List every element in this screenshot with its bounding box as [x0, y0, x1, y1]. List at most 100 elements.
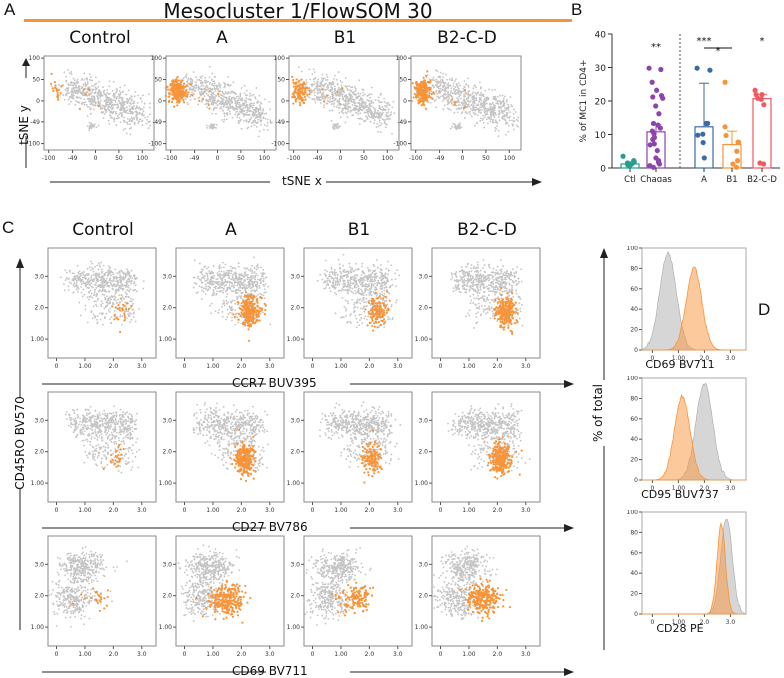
cell-point: [254, 278, 256, 280]
cell-point: [131, 277, 133, 279]
mc1-point: [425, 95, 427, 97]
cell-point: [131, 319, 133, 321]
cell-point: [98, 269, 100, 271]
mc1-point: [172, 90, 174, 92]
cell-point: [103, 294, 105, 296]
cell-point: [490, 116, 492, 118]
cell-point: [216, 290, 218, 292]
cell-point: [206, 84, 208, 86]
cell-point: [478, 111, 480, 113]
cell-point: [114, 310, 116, 312]
cell-point: [378, 96, 380, 98]
cell-point: [112, 303, 114, 305]
cell-point: [227, 313, 229, 315]
cell-point: [327, 87, 329, 89]
mc1-point: [293, 83, 295, 85]
cell-point: [345, 106, 347, 108]
mc1-point: [259, 307, 261, 309]
mc1-point: [417, 96, 419, 98]
cell-point: [205, 284, 207, 286]
cell-point: [76, 96, 78, 98]
data-point: [650, 94, 655, 99]
cell-point: [64, 99, 66, 101]
cell-point: [205, 286, 207, 288]
cell-point: [210, 124, 212, 126]
cell-point: [202, 274, 204, 276]
cell-point: [89, 126, 91, 128]
cell-point: [131, 119, 133, 121]
cell-point: [331, 83, 333, 85]
mc1-point: [454, 101, 456, 103]
cell-point: [310, 84, 312, 86]
cell-point: [98, 89, 100, 91]
cell-point: [83, 294, 85, 296]
cell-point: [92, 271, 94, 273]
cell-point: [129, 102, 131, 104]
cell-point: [197, 104, 199, 106]
cell-point: [221, 100, 223, 102]
cell-point: [225, 264, 227, 266]
cell-point: [119, 271, 121, 273]
cell-point: [225, 92, 227, 94]
cell-point: [450, 109, 452, 111]
cell-point: [222, 262, 224, 264]
cell-point: [344, 85, 346, 87]
cell-point: [208, 270, 210, 272]
cell-point: [333, 78, 335, 80]
cell-point: [231, 300, 233, 302]
cell-point: [137, 95, 139, 97]
cell-point: [204, 77, 206, 79]
cell-point: [238, 97, 240, 99]
cell-point: [193, 287, 195, 289]
cell-point: [93, 274, 95, 276]
cell-point: [471, 116, 473, 118]
cell-point: [499, 119, 501, 121]
cell-point: [90, 279, 92, 281]
cell-point: [208, 125, 210, 127]
cell-point: [251, 265, 253, 267]
mc1-point: [186, 94, 188, 96]
cell-point: [314, 92, 316, 94]
cell-point: [139, 109, 141, 111]
cell-point: [330, 101, 332, 103]
mc1-point: [243, 312, 245, 314]
mc1-point: [243, 322, 245, 324]
mc1-point: [202, 98, 204, 100]
cell-point: [109, 268, 111, 270]
cell-point: [68, 92, 70, 94]
cell-point: [200, 272, 202, 274]
y-tick-label: -49: [397, 119, 407, 126]
cell-point: [320, 99, 322, 101]
mc1-point: [438, 90, 440, 92]
cell-point: [230, 272, 232, 274]
cell-point: [99, 313, 101, 315]
mc1-point: [176, 83, 178, 85]
cell-point: [361, 104, 363, 106]
cell-point: [435, 80, 437, 82]
cell-point: [264, 272, 266, 274]
cell-point: [467, 105, 469, 107]
cell-point: [102, 288, 104, 290]
cell-point: [128, 287, 130, 289]
cell-point: [77, 277, 79, 279]
cell-point: [472, 93, 474, 95]
cell-point: [469, 95, 471, 97]
cell-point: [123, 109, 125, 111]
cell-point: [133, 101, 135, 103]
cell-point: [485, 107, 487, 109]
cell-point: [222, 110, 224, 112]
cell-point: [378, 99, 380, 101]
mc1-point: [425, 85, 427, 87]
cell-point: [105, 305, 107, 307]
cell-point: [218, 271, 220, 273]
cell-point: [94, 292, 96, 294]
cell-point: [102, 86, 104, 88]
cell-point: [441, 82, 443, 84]
cell-point: [211, 103, 213, 105]
cell-point: [82, 281, 84, 283]
cell-point: [507, 117, 509, 119]
plot-frame: [289, 56, 399, 150]
mc1-point: [52, 87, 54, 89]
cell-point: [100, 281, 102, 283]
